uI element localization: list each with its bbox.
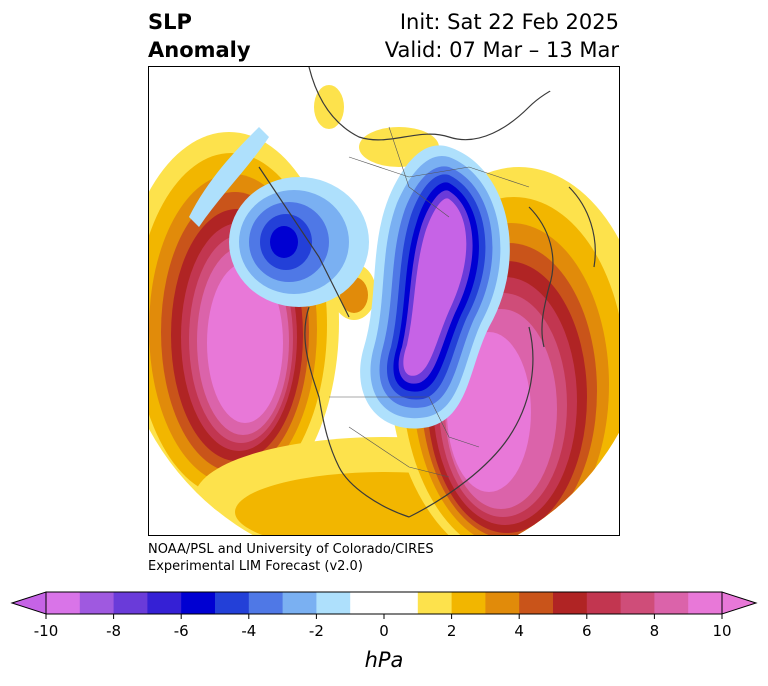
colorbar-segment — [417, 592, 453, 614]
colorbar-segment — [384, 592, 419, 614]
credit-line-1: NOAA/PSL and University of Colorado/CIRE… — [148, 542, 434, 557]
coastlines — [258, 67, 610, 518]
colorbar-segment — [79, 592, 115, 614]
colorbar: -10 -8 -6 -4 -2 0 2 4 6 8 10 — [10, 591, 758, 640]
colorbar-under-arrow — [10, 591, 47, 615]
colorbar-segment — [215, 592, 250, 614]
colorbar-segment — [620, 592, 655, 614]
map-title: SLP Anomaly — [148, 8, 251, 64]
colorbar-tick-label: 0 — [379, 622, 389, 640]
colorbar-segments — [46, 592, 723, 614]
colorbar-tick-label: -2 — [309, 622, 324, 640]
colorbar-segment — [654, 592, 689, 614]
anomaly-map — [148, 66, 620, 536]
anomaly-map-svg — [149, 67, 619, 535]
colorbar-tick-label: 10 — [712, 622, 731, 640]
colorbar-tick-label: -4 — [241, 622, 256, 640]
arctic-low-anomaly — [360, 145, 510, 429]
colorbar-tick-label: 8 — [650, 622, 660, 640]
title-line-2: Anomaly — [148, 38, 251, 62]
colorbar-segment — [485, 592, 520, 614]
valid-range: Valid: 07 Mar – 13 Mar — [384, 38, 619, 62]
title-line-1: SLP — [148, 10, 192, 34]
colorbar-segment — [248, 592, 284, 614]
credit-line-2: Experimental LIM Forecast (v2.0) — [148, 559, 363, 574]
colorbar-segment — [350, 592, 385, 614]
colorbar-tick-label: 2 — [447, 622, 457, 640]
colorbar-tick-label: 6 — [582, 622, 592, 640]
colorbar-segment — [316, 592, 351, 614]
colorbar-segment — [519, 592, 554, 614]
colorbar-segment — [46, 592, 81, 614]
colorbar-tick-label: 4 — [514, 622, 524, 640]
colorbar-tick-label: -6 — [174, 622, 189, 640]
siberian-low-anomaly — [229, 177, 369, 307]
colorbar-segment — [451, 592, 486, 614]
colorbar-segment — [688, 592, 723, 614]
colorbar-ticks: -10 -8 -6 -4 -2 0 2 4 6 8 10 — [34, 614, 732, 640]
colorbar-segment — [553, 592, 588, 614]
colorbar-segment — [282, 592, 317, 614]
forecast-dates: Init: Sat 22 Feb 2025 Valid: 07 Mar – 13… — [385, 8, 619, 64]
colorbar-unit-label: hPa — [364, 648, 404, 672]
colorbar-over-arrow — [721, 591, 758, 615]
colorbar-segment — [586, 592, 622, 614]
init-date: Init: Sat 22 Feb 2025 — [399, 10, 619, 34]
colorbar-segment — [113, 592, 148, 614]
country-borders — [329, 126, 530, 478]
colorbar-tick-label: -8 — [106, 622, 121, 640]
credit-text: NOAA/PSL and University of Colorado/CIRE… — [148, 541, 434, 575]
colorbar-segment — [181, 592, 216, 614]
colorbar-tick-label: -10 — [34, 622, 59, 640]
colorbar-segment — [147, 592, 182, 614]
pacific-low-streak — [189, 127, 269, 227]
